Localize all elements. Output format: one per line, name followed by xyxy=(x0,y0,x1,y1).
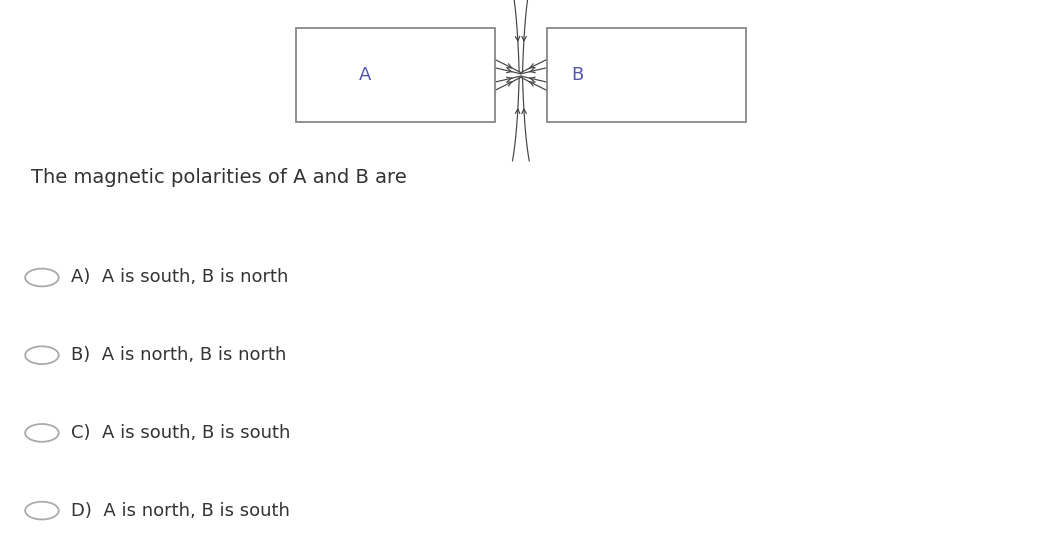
Text: B)  A is north, B is north: B) A is north, B is north xyxy=(71,346,287,364)
Bar xyxy=(547,28,746,122)
Text: A)  A is south, B is north: A) A is south, B is north xyxy=(71,269,288,286)
Text: B: B xyxy=(571,66,583,84)
Bar xyxy=(296,28,495,122)
Text: A: A xyxy=(359,66,371,84)
Text: The magnetic polarities of A and B are: The magnetic polarities of A and B are xyxy=(31,168,408,187)
Text: D)  A is north, B is south: D) A is north, B is south xyxy=(71,502,290,519)
Text: C)  A is south, B is south: C) A is south, B is south xyxy=(71,424,290,442)
